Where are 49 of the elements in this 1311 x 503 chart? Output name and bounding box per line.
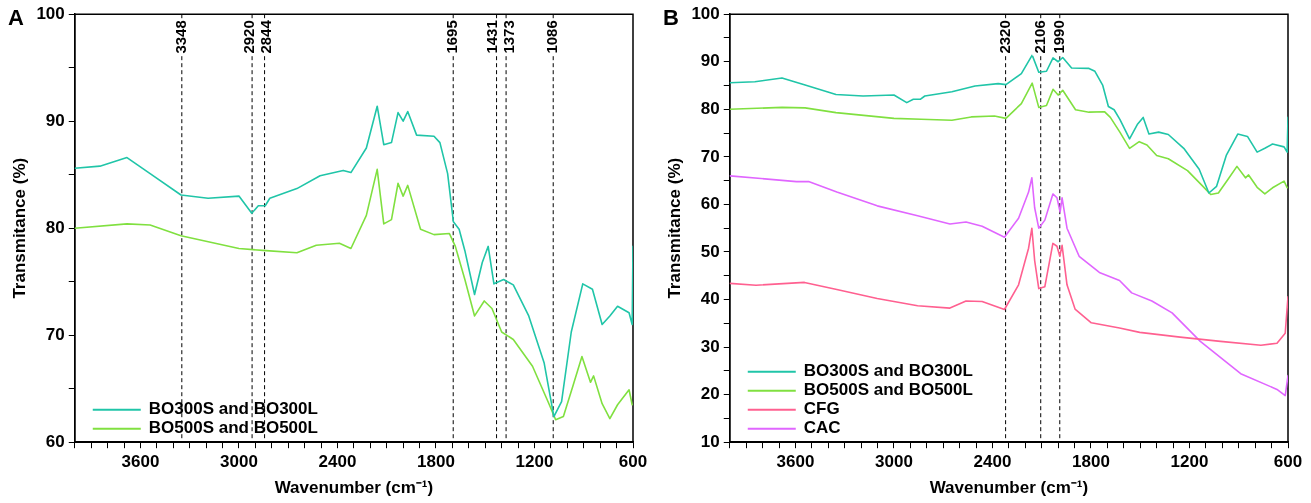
ref-line-label: 1086: [543, 20, 561, 54]
y-tick-label: 50: [700, 241, 720, 261]
chart-title: A: [8, 5, 24, 31]
x-tick-label: 1200: [515, 452, 554, 472]
legend-label: BO500S and BO500L: [148, 418, 318, 438]
legend-label: CAC: [803, 418, 841, 438]
y-tick-label: 100: [691, 3, 720, 23]
y-tick-label: 20: [700, 384, 720, 404]
ref-line-label: 1695: [443, 20, 461, 54]
ref-line-label: 2920: [239, 20, 257, 54]
y-tick-label: 30: [700, 336, 720, 356]
x-tick-label: 1800: [1072, 452, 1110, 472]
y-tick-label: 90: [700, 51, 720, 71]
y-tick-label: 80: [700, 99, 720, 118]
x-tick-label: 3600: [121, 452, 160, 472]
legend-label: BO300S and BO300L: [803, 361, 973, 381]
x-tick-label: 1200: [1170, 452, 1209, 472]
ref-line-label: 2844: [256, 19, 274, 54]
y-axis-title: Transmitance (%): [9, 157, 29, 299]
x-axis-title: Wavenumber (cm⁻¹): [274, 478, 434, 498]
ref-line-label: 1431: [482, 20, 500, 54]
legend-label: BO500S and BO500L: [803, 380, 973, 400]
x-tick-label: 600: [618, 452, 648, 472]
chart-title: B: [663, 5, 679, 31]
x-tick-label: 2400: [973, 452, 1012, 472]
x-tick-label: 3600: [776, 452, 815, 472]
y-tick-label: 70: [700, 146, 720, 166]
legend-label: BO300S and BO300L: [148, 399, 318, 419]
ref-line-label: 2106: [1030, 20, 1048, 54]
y-axis-title: Transmitance (%): [664, 157, 684, 299]
ref-line-label: 1373: [499, 20, 517, 54]
ref-line-label: 2320: [995, 20, 1013, 54]
x-tick-label: 600: [1273, 452, 1303, 472]
x-tick-label: 1800: [417, 452, 455, 472]
y-tick-label: 90: [45, 110, 65, 130]
y-tick-label: 60: [45, 431, 65, 451]
y-tick-label: 60: [700, 194, 720, 214]
y-tick-label: 40: [700, 289, 720, 309]
x-tick-label: 3000: [875, 452, 913, 472]
y-tick-label: 100: [36, 3, 65, 23]
x-axis-title: Wavenumber (cm⁻¹): [929, 478, 1089, 498]
legend-label: CFG: [803, 399, 840, 419]
y-tick-label: 10: [700, 431, 720, 451]
ref-line-label: 3348: [171, 20, 189, 54]
x-tick-label: 2400: [318, 452, 357, 472]
ref-line-label: 1990: [1049, 20, 1067, 54]
y-tick-label: 70: [45, 324, 65, 344]
y-tick-label: 80: [45, 217, 65, 237]
x-tick-label: 3000: [220, 452, 258, 472]
